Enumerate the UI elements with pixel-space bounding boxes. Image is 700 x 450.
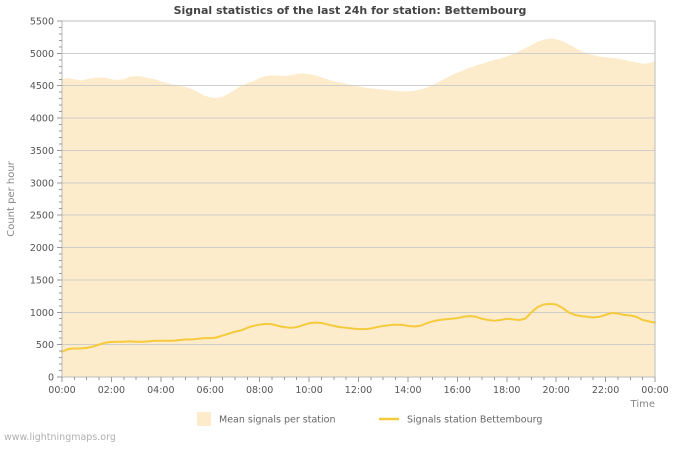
y-tick-label: 1000 xyxy=(30,308,54,319)
x-tick-label: 16:00 xyxy=(444,385,471,396)
watermark: www.lightningmaps.org xyxy=(4,432,116,443)
line-series-bettembourg xyxy=(61,302,656,353)
y-tick-label: 2000 xyxy=(30,243,54,254)
x-tick-label: 12:00 xyxy=(345,385,372,396)
x-axis-title: Time xyxy=(630,399,655,410)
legend-swatch-0 xyxy=(197,412,211,426)
x-tick-label: 02:00 xyxy=(98,385,125,396)
y-tick-label: 5500 xyxy=(30,17,54,28)
area-series-mean-signals xyxy=(62,38,655,377)
y-tick-label: 3000 xyxy=(30,178,54,189)
y-tick-label: 5000 xyxy=(30,49,54,60)
y-tick-label: 500 xyxy=(36,340,54,351)
x-tick-label: 18:00 xyxy=(493,385,520,396)
x-tick-label: 00:00 xyxy=(48,385,75,396)
x-tick-label: 06:00 xyxy=(197,385,224,396)
x-tick-label: 14:00 xyxy=(394,385,421,396)
y-tick-label: 0 xyxy=(48,373,54,384)
legend-label-0: Mean signals per station xyxy=(219,415,335,426)
y-tick-label: 1500 xyxy=(30,275,54,286)
x-tick-label: 00:00 xyxy=(641,385,668,396)
x-tick-label: 22:00 xyxy=(592,385,619,396)
x-tick-label: 08:00 xyxy=(246,385,273,396)
y-tick-label: 3500 xyxy=(30,146,54,157)
x-tick-label: 04:00 xyxy=(147,385,174,396)
y-tick-label: 4000 xyxy=(30,114,54,125)
x-tick-label: 10:00 xyxy=(295,385,322,396)
chart-title: Signal statistics of the last 24h for st… xyxy=(173,4,527,17)
legend-label-1: Signals station Bettembourg xyxy=(407,415,542,426)
y-tick-label: 2500 xyxy=(30,211,54,222)
x-tick-label: 20:00 xyxy=(542,385,569,396)
y-tick-label: 4500 xyxy=(30,81,54,92)
y-axis-title: Count per hour xyxy=(6,160,17,236)
